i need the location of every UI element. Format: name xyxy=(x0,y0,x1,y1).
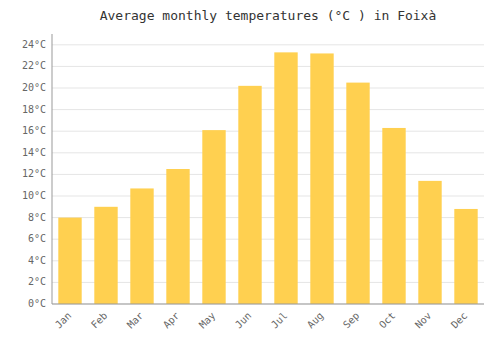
bar xyxy=(58,218,81,304)
y-tick-label: 22°C xyxy=(22,60,46,71)
y-tick-label: 20°C xyxy=(22,82,46,93)
x-tick-label: Oct xyxy=(377,310,398,331)
grid-line xyxy=(52,44,484,45)
y-tick-label: 2°C xyxy=(28,276,46,287)
grid-line xyxy=(52,66,484,67)
bar xyxy=(238,86,261,304)
x-tick-label: Dec xyxy=(449,310,470,331)
bar xyxy=(130,188,153,304)
x-tick-label: Jun xyxy=(233,310,254,331)
x-axis-line xyxy=(52,304,484,305)
y-grid xyxy=(52,45,484,304)
bar xyxy=(382,128,405,304)
y-tick-label: 8°C xyxy=(28,212,46,223)
x-tick-label: Jul xyxy=(269,310,290,331)
y-tick-label: 4°C xyxy=(28,255,46,266)
y-tick-label: 16°C xyxy=(22,125,46,136)
grid-line xyxy=(52,152,484,153)
x-tick-label: Jan xyxy=(53,310,74,331)
bar xyxy=(346,83,369,304)
x-tick-label: Aug xyxy=(305,310,326,331)
bar xyxy=(274,52,297,304)
x-tick-label: Apr xyxy=(161,310,182,331)
chart-container: Average monthly temperatures (°C ) in Fo… xyxy=(0,0,500,350)
y-tick-label: 14°C xyxy=(22,147,46,158)
chart-svg: Average monthly temperatures (°C ) in Fo… xyxy=(0,0,500,350)
y-tick-label: 12°C xyxy=(22,168,46,179)
grid-line xyxy=(52,174,484,175)
x-tick-label: Mar xyxy=(125,310,146,331)
grid-line xyxy=(52,88,484,89)
y-tick-label: 6°C xyxy=(28,233,46,244)
y-tick-label: 18°C xyxy=(22,104,46,115)
bar xyxy=(310,53,333,304)
x-tick-label: Nov xyxy=(413,310,434,331)
y-tick-label: 24°C xyxy=(22,39,46,50)
y-axis-line xyxy=(52,34,53,304)
bar xyxy=(94,207,117,304)
x-tick-label: Sep xyxy=(341,310,362,331)
bar xyxy=(202,130,225,304)
x-tick-label: May xyxy=(197,310,218,331)
y-tick-label: 0°C xyxy=(28,298,46,309)
title: Average monthly temperatures (°C ) in Fo… xyxy=(100,8,437,23)
bars xyxy=(58,52,477,304)
grid-line xyxy=(52,131,484,132)
x-tick-label: Feb xyxy=(89,310,110,331)
y-tick-label: 10°C xyxy=(22,190,46,201)
grid-line xyxy=(52,109,484,110)
bar xyxy=(166,169,189,304)
grid-line xyxy=(52,304,484,305)
bar xyxy=(418,181,441,304)
bar xyxy=(454,209,477,304)
